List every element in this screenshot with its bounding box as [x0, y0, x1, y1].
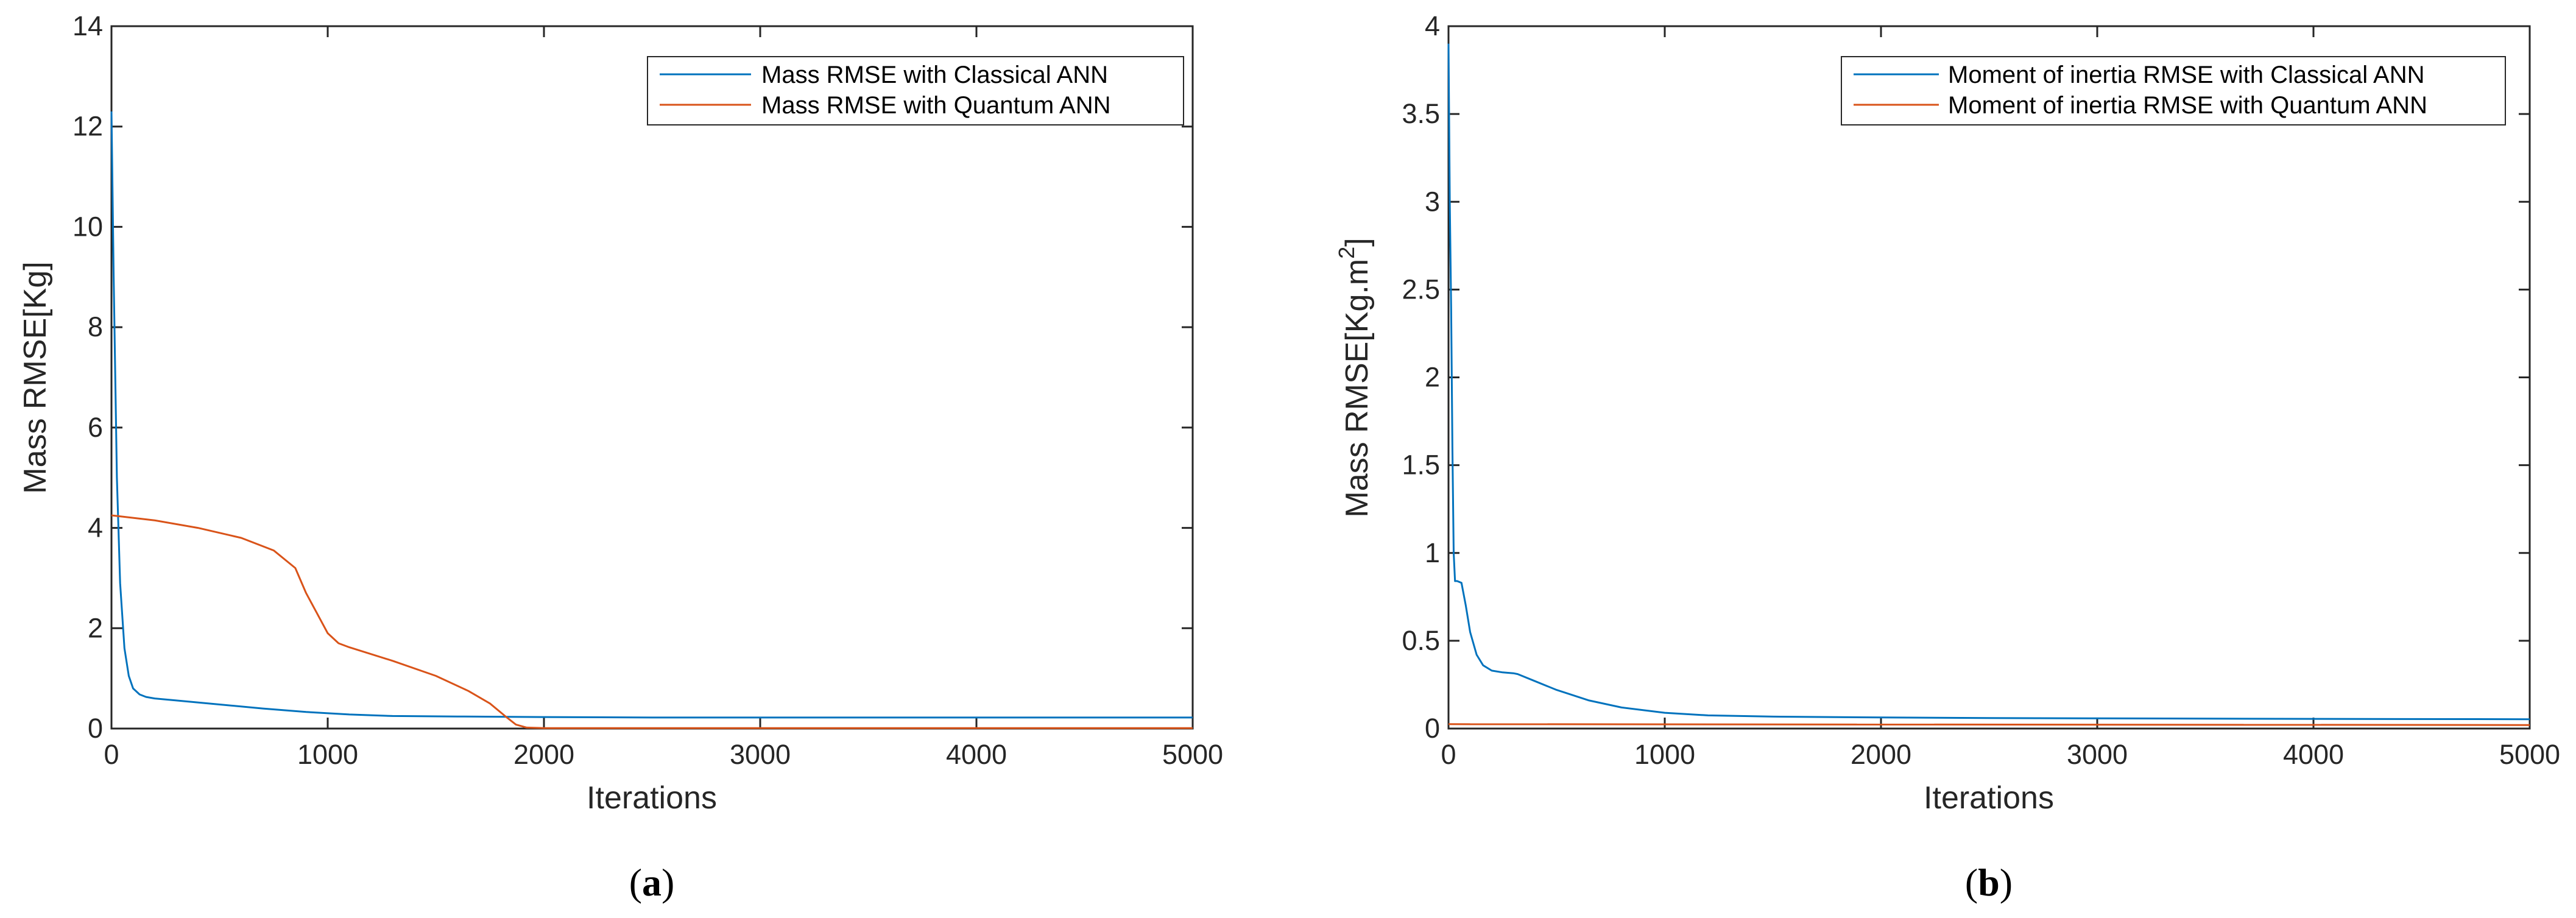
y-tick-label: 3.5	[1402, 98, 1440, 129]
x-tick-label: 0	[1441, 739, 1456, 770]
y-tick-label: 1	[1425, 537, 1440, 568]
y-axis-ticks: 0 0.5 1 1.5 2 2.5 3 3.5 4	[1402, 10, 2530, 744]
series-line-quantum	[1448, 723, 2530, 726]
y-tick-label: 14	[72, 10, 103, 41]
x-tick-label: 3000	[2067, 739, 2128, 770]
x-tick-label: 4000	[946, 739, 1007, 770]
x-tick-label: 1000	[1634, 739, 1695, 770]
legend-label-classical: Mass RMSE with Classical ANN	[761, 62, 1108, 88]
x-tick-label: 4000	[2283, 739, 2344, 770]
y-tick-label: 3	[1425, 186, 1440, 217]
legend-box	[647, 56, 1184, 125]
legend: Moment of inertia RMSE with Classical AN…	[1841, 56, 2506, 125]
panel-caption-b: (b)	[1965, 861, 2013, 904]
chart-panel-b: 00.511.522.533.54 0 1000 2000 3000 4000 5000 …	[1334, 10, 2560, 904]
legend-box	[1841, 56, 2506, 125]
y-tick-label: 4	[1425, 10, 1440, 41]
y-tick-label: 12	[72, 111, 103, 142]
y-tick-label: 2.5	[1402, 274, 1440, 305]
y-tick-label: 10	[72, 211, 103, 242]
x-tick-label: 0	[104, 739, 119, 770]
chart-panel-a: 0 2 4 6 8 10 12 14 0 1000 2000 3000 4000 5000 Mass R…	[18, 10, 1223, 904]
series-lines	[1447, 43, 2530, 726]
y-axis-label: Mass RMSE[Kg.m2]	[1334, 238, 1375, 517]
plot-area-box	[1447, 25, 2531, 730]
series-line-quantum	[111, 514, 1193, 729]
legend-label-classical: Moment of inertia RMSE with Classical AN…	[1948, 62, 2424, 88]
y-tick-label: 2	[1425, 362, 1440, 393]
y-axis-ticks: 0 2 4 6 8 10 12 14	[72, 10, 1193, 744]
y-tick-label: 2	[88, 612, 103, 643]
y-axis-label: Mass RMSE[Kg]	[18, 261, 53, 493]
series-line-classical	[110, 111, 1193, 719]
x-tick-label: 2000	[513, 739, 574, 770]
legend: Mass RMSE with Classical ANN Mass RMSE w…	[647, 56, 1184, 125]
x-tick-label: 2000	[1851, 739, 1911, 770]
y-tick-label: 0	[88, 713, 103, 744]
x-axis-label: Iterations	[587, 780, 717, 816]
panel-caption-a: (a)	[629, 861, 675, 904]
y-tick-label: 4	[88, 512, 103, 543]
x-tick-label: 3000	[730, 739, 791, 770]
y-tick-label: 1.5	[1402, 450, 1440, 481]
series-line-classical	[1447, 43, 2530, 721]
y-tick-label: 8	[88, 311, 103, 342]
y-tick-label: 6	[88, 412, 103, 443]
x-axis-ticks: 0 1000 2000 3000 4000 5000	[104, 26, 1223, 770]
series-lines	[110, 111, 1193, 729]
x-tick-label: 1000	[297, 739, 358, 770]
plot-area-box	[110, 25, 1194, 730]
x-tick-label: 5000	[2499, 739, 2560, 770]
legend-label-quantum: Mass RMSE with Quantum ANN	[761, 92, 1111, 119]
legend-label-quantum: Moment of inertia RMSE with Quantum ANN	[1948, 92, 2427, 119]
x-axis-label: Iterations	[1924, 780, 2054, 816]
y-tick-label: 0	[1425, 713, 1440, 744]
x-tick-label: 5000	[1162, 739, 1223, 770]
y-tick-label: 0.5	[1402, 625, 1440, 656]
x-axis-ticks: 0 1000 2000 3000 4000 5000	[1441, 26, 2560, 770]
